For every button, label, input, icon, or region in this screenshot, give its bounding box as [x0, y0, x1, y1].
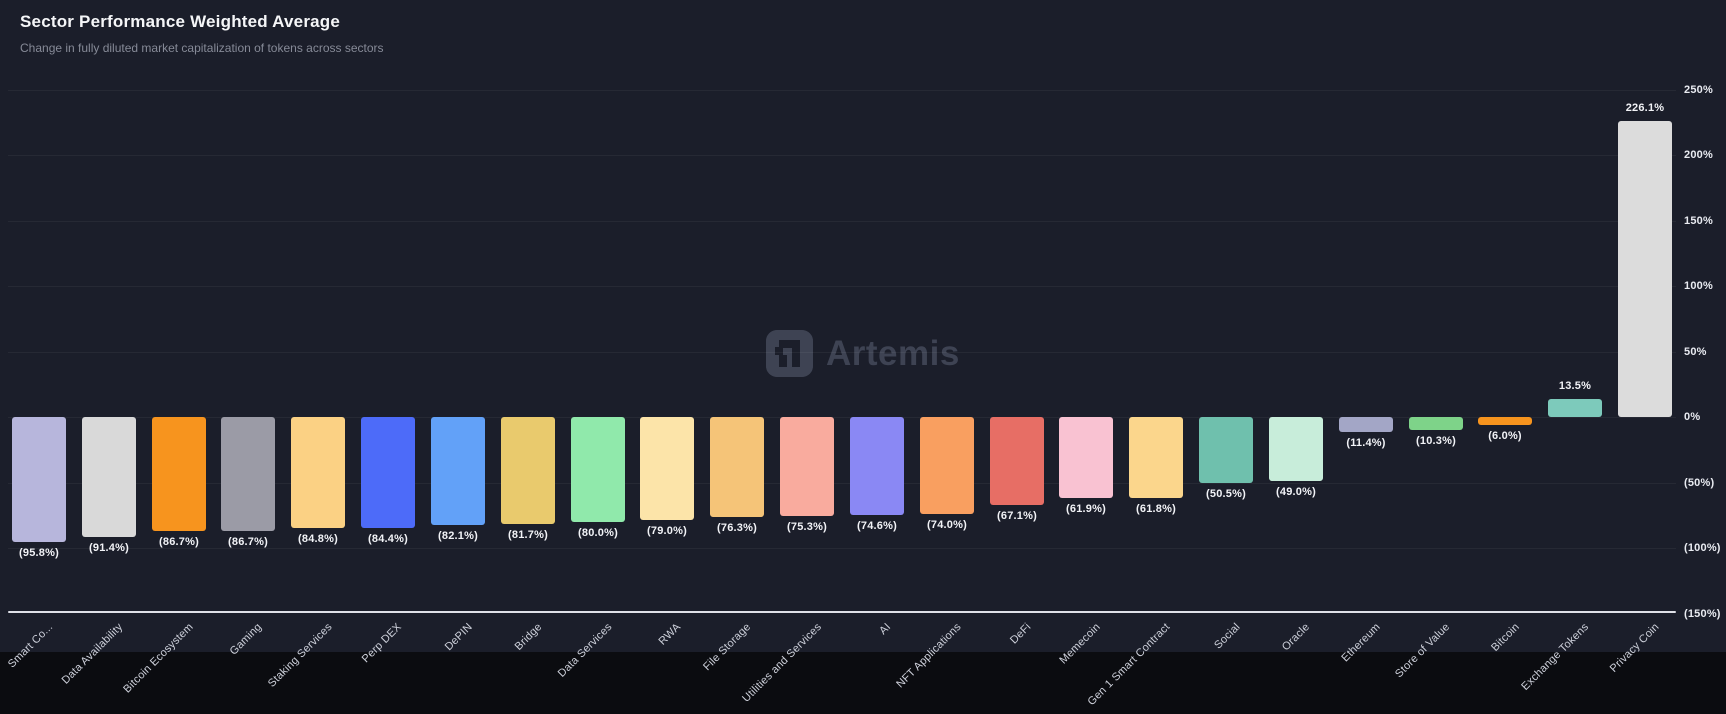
y-tick-label: 0% — [1684, 411, 1701, 423]
bar[interactable] — [990, 417, 1044, 505]
category-label: NFT Applications — [894, 621, 964, 691]
y-tick-label: 200% — [1684, 149, 1713, 161]
category-label: Memecoin — [1056, 621, 1103, 667]
gridline — [8, 352, 1676, 353]
bar[interactable] — [850, 417, 904, 515]
category-label: Exchange Tokens — [1519, 621, 1592, 693]
bar-value-label: (79.0%) — [647, 525, 687, 537]
bar[interactable] — [291, 417, 345, 528]
bar[interactable] — [1199, 417, 1253, 483]
chart-card — [0, 0, 1726, 652]
bar[interactable] — [640, 417, 694, 520]
bar-value-label: (50.5%) — [1206, 488, 1246, 500]
category-label: Gen 1 Smart Contract — [1085, 621, 1173, 708]
gridline — [8, 221, 1676, 222]
bar[interactable] — [152, 417, 206, 531]
bar-value-label: (74.0%) — [927, 519, 967, 531]
y-tick-label: 250% — [1684, 84, 1713, 96]
x-axis-line — [8, 611, 1676, 613]
bar-value-label: (11.4%) — [1346, 437, 1386, 449]
category-label: DeFi — [1008, 621, 1034, 647]
y-tick-label: (50%) — [1684, 477, 1715, 489]
bar[interactable] — [221, 417, 275, 531]
bar[interactable] — [710, 417, 764, 517]
bar[interactable] — [920, 417, 974, 514]
bar[interactable] — [780, 417, 834, 516]
category-label: Ethereum — [1339, 621, 1383, 665]
category-label: AI — [877, 621, 894, 638]
y-tick-label: (150%) — [1684, 608, 1721, 620]
bar-value-label: 226.1% — [1625, 102, 1665, 114]
bar-value-label: (80.0%) — [578, 527, 618, 539]
category-label: Bitcoin Ecosystem — [121, 621, 196, 696]
category-label: Social — [1211, 621, 1243, 652]
category-label: Data Availability — [59, 621, 126, 687]
chart-subtitle: Change in fully diluted market capitaliz… — [20, 41, 384, 55]
bar-value-label: (95.8%) — [19, 547, 59, 559]
artemis-brand-text: Artemis — [826, 333, 960, 373]
gridline — [8, 483, 1676, 484]
bar[interactable] — [1339, 417, 1393, 432]
bar-value-label: (81.7%) — [508, 529, 548, 541]
bar-value-label: (84.8%) — [298, 533, 338, 545]
bar[interactable] — [1409, 417, 1463, 430]
bar[interactable] — [1269, 417, 1323, 481]
category-label: Bitcoin — [1488, 621, 1522, 654]
bar[interactable] — [1618, 121, 1672, 417]
category-label: Store of Value — [1393, 621, 1453, 681]
category-label: Smart Co... — [6, 621, 56, 671]
gridline — [8, 548, 1676, 549]
bar-value-label: (86.7%) — [228, 536, 268, 548]
gridline — [8, 286, 1676, 287]
bar-value-label: (74.6%) — [857, 520, 897, 532]
category-label: DePIN — [442, 621, 475, 654]
bar[interactable] — [361, 417, 415, 528]
gridline — [8, 90, 1676, 91]
y-tick-label: 150% — [1684, 215, 1713, 227]
category-label: Bridge — [512, 621, 545, 653]
category-label: Data Services — [555, 621, 615, 680]
gridline — [8, 155, 1676, 156]
bar[interactable] — [431, 417, 485, 525]
category-label: Gaming — [227, 621, 265, 658]
bar[interactable] — [1478, 417, 1532, 425]
category-label: Privacy Coin — [1607, 621, 1662, 675]
category-label: Staking Services — [265, 621, 335, 690]
bar-value-label: (6.0%) — [1488, 430, 1522, 442]
category-label: RWA — [656, 621, 684, 648]
gridline — [8, 417, 1676, 418]
bar[interactable] — [1129, 417, 1183, 498]
bar[interactable] — [1059, 417, 1113, 498]
bar-value-label: (76.3%) — [717, 522, 757, 534]
bar[interactable] — [82, 417, 136, 537]
bar-value-label: (10.3%) — [1416, 435, 1456, 447]
bar-value-label: (91.4%) — [89, 542, 129, 554]
chart-header: Sector Performance Weighted Average Chan… — [20, 12, 384, 55]
y-tick-label: 50% — [1684, 346, 1707, 358]
bar-value-label: (75.3%) — [787, 521, 827, 533]
chart-title: Sector Performance Weighted Average — [20, 12, 341, 31]
bar-value-label: (49.0%) — [1276, 486, 1316, 498]
bar[interactable] — [1548, 399, 1602, 417]
bar-value-label: (84.4%) — [368, 533, 408, 545]
category-label: Perp DEX — [360, 621, 405, 666]
category-label: Utilities and Services — [739, 621, 824, 705]
category-label: Oracle — [1280, 621, 1313, 654]
artemis-watermark: Artemis — [766, 330, 960, 377]
bar[interactable] — [501, 417, 555, 524]
bar[interactable] — [571, 417, 625, 522]
y-tick-label: 100% — [1684, 280, 1713, 292]
category-label: File Storage — [701, 621, 754, 674]
bar-value-label: (61.9%) — [1066, 503, 1106, 515]
bar-value-label: 13.5% — [1558, 380, 1592, 392]
bar[interactable] — [12, 417, 66, 542]
artemis-logo-icon — [766, 330, 813, 377]
bar-value-label: (67.1%) — [997, 510, 1037, 522]
y-tick-label: (100%) — [1684, 542, 1721, 554]
bar-value-label: (86.7%) — [159, 536, 199, 548]
bar-value-label: (61.8%) — [1136, 503, 1176, 515]
bar-value-label: (82.1%) — [438, 530, 478, 542]
